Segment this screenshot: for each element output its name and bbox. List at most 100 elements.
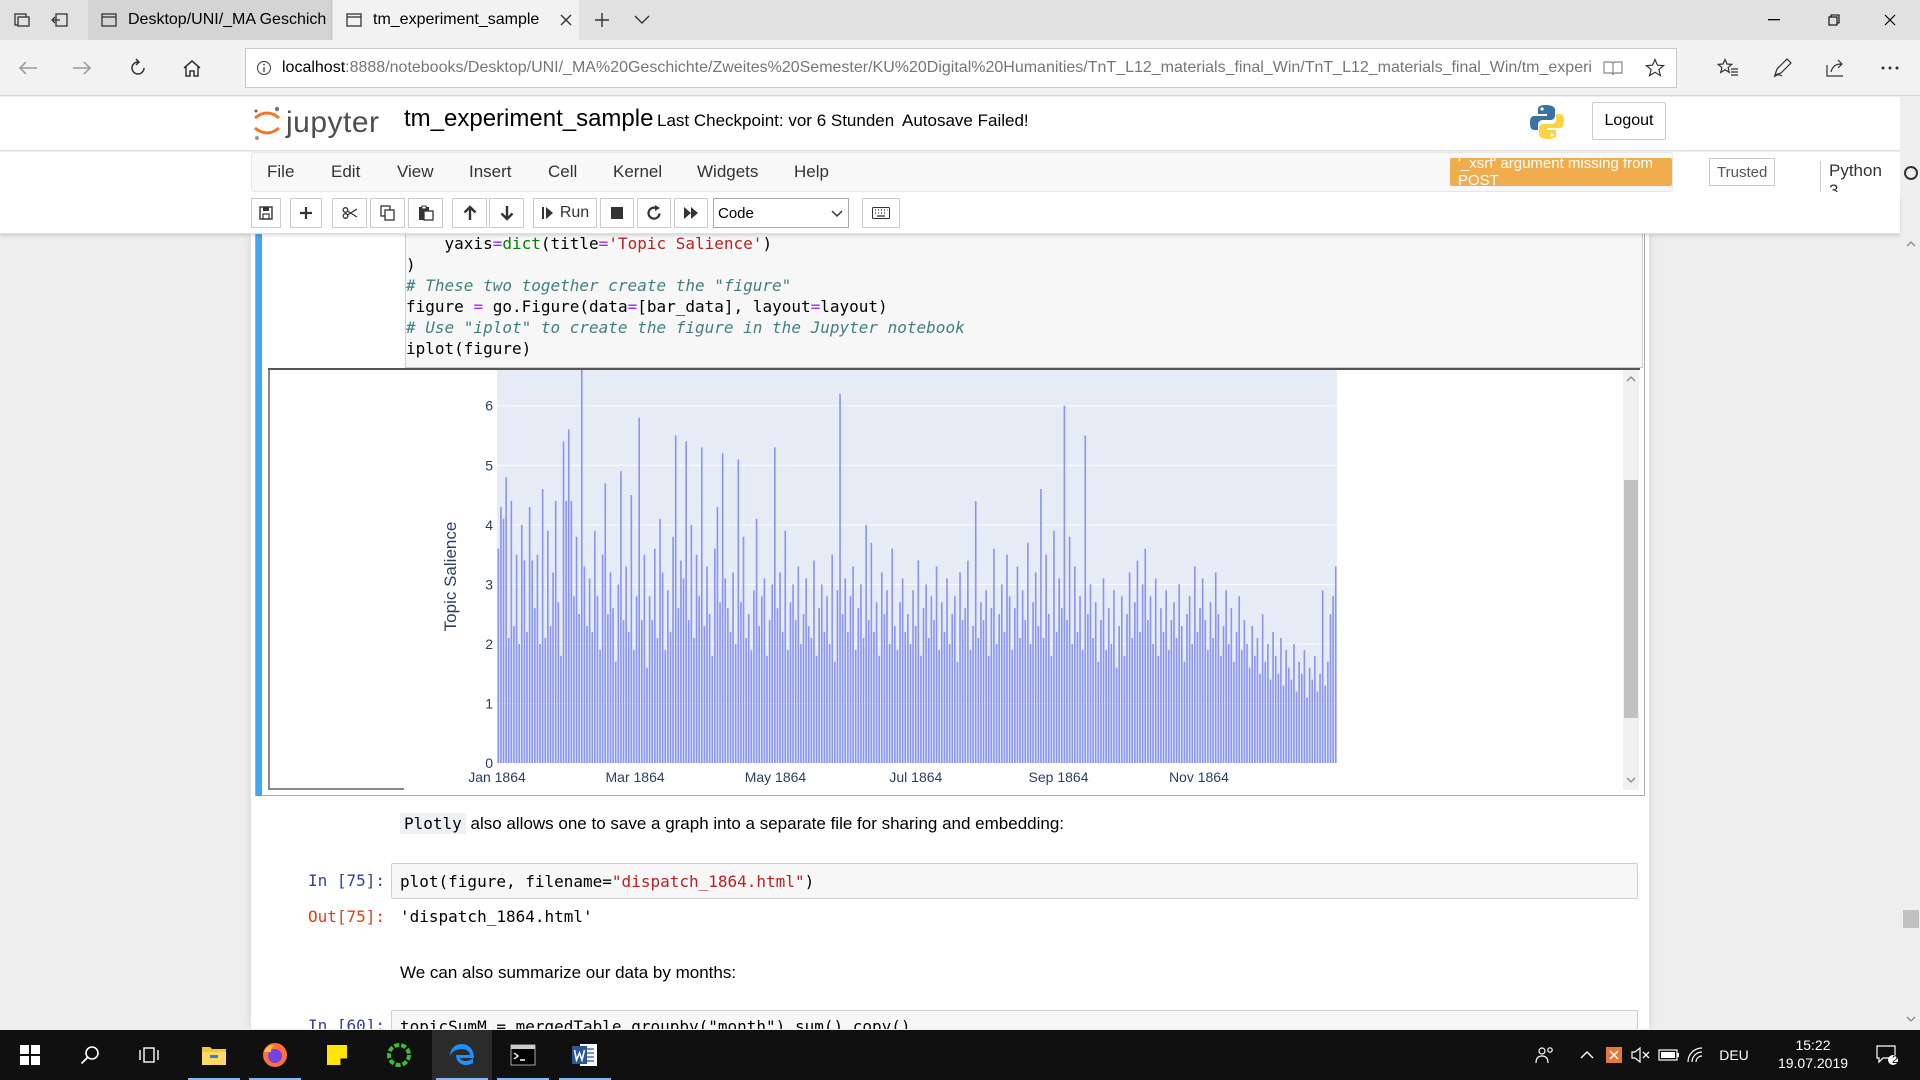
cell-type-select[interactable]: Code — [713, 198, 849, 228]
move-up-button[interactable] — [452, 198, 487, 228]
code-cell-plot-save[interactable]: plot(figure, filename="dispatch_1864.htm… — [391, 863, 1638, 899]
menu-cell[interactable]: Cell — [548, 162, 578, 181]
menu-view[interactable]: View — [397, 162, 434, 181]
task-view-button[interactable] — [120, 1030, 180, 1080]
bar — [633, 649, 635, 763]
forward-icon[interactable] — [66, 52, 98, 84]
site-info-icon[interactable] — [246, 60, 282, 76]
page-scrollbar[interactable] — [1902, 234, 1920, 1029]
bar — [1105, 649, 1107, 763]
bar — [834, 661, 836, 763]
cut-button[interactable] — [332, 198, 367, 228]
close-window-icon[interactable] — [1862, 0, 1918, 40]
new-tab-icon[interactable] — [588, 6, 616, 34]
pen-notes-icon[interactable] — [1766, 52, 1798, 84]
taskbar-file-explorer[interactable] — [184, 1030, 244, 1080]
kernel-idle-indicator-icon — [1904, 166, 1918, 180]
taskbar-sticky-notes[interactable] — [307, 1030, 367, 1080]
taskbar-loading-app[interactable] — [369, 1030, 429, 1080]
battery-icon[interactable] — [1656, 1030, 1682, 1080]
bar — [500, 506, 502, 763]
url-field[interactable]: localhost:8888/notebooks/Desktop/UNI/_MA… — [245, 48, 1677, 88]
reading-view-icon[interactable] — [1592, 60, 1634, 76]
wifi-icon[interactable] — [1684, 1030, 1710, 1080]
restore-icon[interactable] — [1806, 0, 1862, 40]
command-palette-button[interactable] — [862, 198, 900, 228]
output-scrollbar-thumb[interactable] — [1624, 480, 1638, 718]
back-icon[interactable] — [12, 52, 44, 84]
code-cell-groupby[interactable]: topicSumM = mergedTable.groupby("month")… — [391, 1010, 1638, 1029]
bar — [1000, 584, 1003, 763]
minimize-icon[interactable] — [1746, 0, 1802, 40]
action-center-icon[interactable]: 2 — [1866, 1030, 1908, 1080]
trusted-badge[interactable]: Trusted — [1709, 158, 1776, 186]
set-tabs-aside-icon[interactable] — [46, 6, 74, 34]
bar — [847, 632, 849, 763]
bar — [541, 489, 544, 763]
copy-button[interactable] — [370, 198, 405, 228]
menu-help[interactable]: Help — [794, 162, 829, 181]
taskbar-edge[interactable] — [432, 1030, 492, 1080]
system-clock[interactable]: 15:22 19.07.2019 — [1758, 1036, 1868, 1072]
app-tray-icon[interactable] — [1602, 1030, 1626, 1080]
share-icon[interactable] — [1820, 52, 1852, 84]
taskbar-word[interactable] — [555, 1030, 615, 1080]
bar — [1134, 602, 1136, 763]
output-scroll-arrows — [1626, 376, 1636, 783]
bar — [1107, 608, 1110, 763]
jupyter-logo[interactable]: jupyter — [252, 105, 380, 141]
bar — [760, 596, 763, 763]
bar — [870, 542, 873, 763]
bar — [1110, 643, 1113, 763]
bar — [1254, 655, 1256, 763]
bar — [1019, 637, 1021, 763]
taskbar-command-prompt[interactable] — [493, 1030, 553, 1080]
restart-run-all-button[interactable] — [674, 198, 708, 228]
xsrf-warning-badge[interactable]: '_xsrf' argument missing from POST — [1450, 155, 1672, 189]
refresh-icon[interactable] — [122, 52, 154, 84]
favorite-star-icon[interactable] — [1634, 58, 1676, 78]
output-scrollbar[interactable] — [1623, 370, 1639, 790]
x-tick-label: Jan 1864 — [468, 769, 526, 785]
menu-insert[interactable]: Insert — [469, 162, 512, 181]
start-button[interactable] — [0, 1030, 60, 1080]
selected-code-cell[interactable]: yaxis=dict(title='Topic Salience') ) # T… — [255, 234, 1645, 796]
move-down-button[interactable] — [489, 198, 524, 228]
menu-kernel[interactable]: Kernel — [613, 162, 663, 181]
bar — [1045, 554, 1047, 763]
run-button[interactable]: Run — [533, 198, 597, 228]
bar — [1092, 637, 1094, 763]
code-editor[interactable]: yaxis=dict(title='Topic Salience') ) # T… — [405, 234, 1643, 368]
taskbar-firefox[interactable] — [245, 1030, 305, 1080]
bar — [680, 560, 682, 763]
bar — [1170, 620, 1173, 763]
show-hidden-icons-icon[interactable] — [1576, 1030, 1598, 1080]
restart-kernel-button[interactable] — [637, 198, 671, 228]
save-button[interactable] — [251, 198, 281, 228]
page-scrollbar-thumb[interactable] — [1903, 910, 1919, 928]
logout-button[interactable]: Logout — [1592, 102, 1666, 140]
insert-cell-button[interactable] — [290, 198, 322, 228]
more-icon[interactable] — [1874, 52, 1906, 84]
menu-widgets[interactable]: Widgets — [697, 162, 759, 181]
bar — [1267, 643, 1269, 763]
chevron-down-icon[interactable] — [628, 6, 656, 34]
search-button[interactable] — [60, 1030, 120, 1080]
favorites-hub-icon[interactable] — [1712, 52, 1744, 84]
menu-file[interactable]: File — [267, 162, 295, 181]
paste-button[interactable] — [408, 198, 443, 228]
people-icon[interactable] — [1530, 1030, 1560, 1080]
home-icon[interactable] — [176, 52, 208, 84]
tab-notebook[interactable]: tm_experiment_sample — [333, 0, 579, 40]
close-tab-icon[interactable] — [553, 14, 579, 26]
interrupt-button[interactable] — [600, 198, 634, 228]
input-language[interactable]: DEU — [1719, 1047, 1749, 1063]
tab-actions-icon[interactable] — [8, 6, 36, 34]
bar — [802, 614, 805, 763]
volume-muted-icon[interactable] — [1628, 1030, 1654, 1080]
bar — [823, 632, 826, 763]
tab-desktop-folder[interactable]: Desktop/UNI/_MA Geschich — [88, 0, 332, 40]
notebook-name[interactable]: tm_experiment_sample — [404, 105, 654, 132]
plotly-chart[interactable]: 0 1 2 3 4 5 6 Jan 1864 Mar 1864 May 1864 Jul 1864 S… — [404, 370, 1623, 790]
menu-edit[interactable]: Edit — [331, 162, 361, 181]
